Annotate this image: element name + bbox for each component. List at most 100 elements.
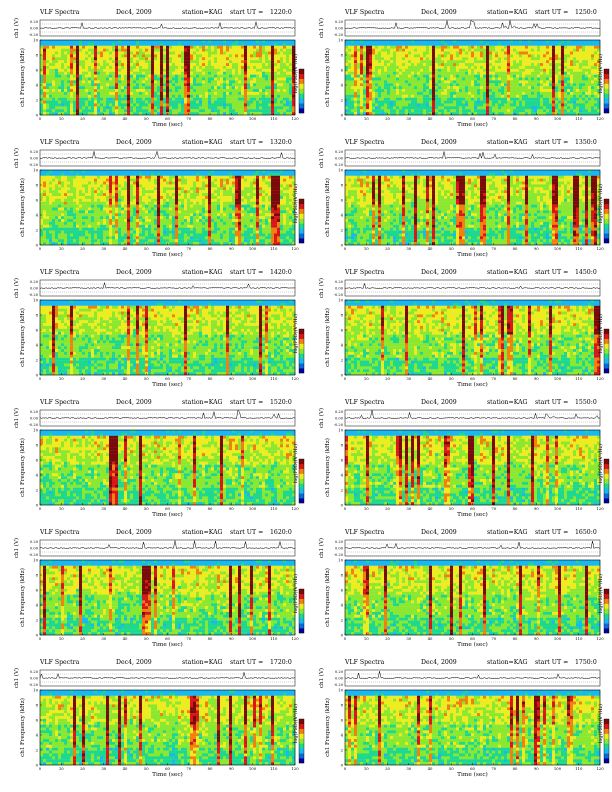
heatmap-cell: [223, 112, 227, 116]
heatmap-cell: [235, 51, 239, 55]
heatmap-cell: [438, 63, 442, 67]
heatmap-cell: [540, 42, 544, 46]
heatmap-cell: [154, 100, 158, 104]
heatmap-cell: [142, 40, 146, 44]
heatmap-cell: [79, 83, 83, 87]
heatmap-cell: [453, 112, 457, 116]
heatmap-cell: [438, 60, 442, 64]
heatmap-cell: [202, 57, 206, 61]
heatmap-cell: [55, 65, 59, 69]
heatmap-cell: [573, 100, 577, 104]
heatmap-cell: [178, 91, 182, 95]
heatmap-cell: [136, 65, 140, 69]
heatmap-cell: [262, 178, 266, 182]
heatmap-cell: [103, 54, 107, 58]
heatmap-cell: [208, 89, 212, 93]
heatmap-cell: [396, 109, 400, 113]
heatmap-cell: [166, 54, 170, 58]
heatmap-cell: [181, 80, 185, 84]
heatmap-cell: [561, 94, 565, 98]
heatmap-cell: [187, 45, 191, 49]
heatmap-cell: [456, 109, 460, 113]
heatmap-cell: [504, 100, 508, 104]
heatmap-cell: [513, 48, 517, 52]
heatmap-cell: [507, 112, 511, 116]
heatmap-cell: [154, 106, 158, 110]
heatmap-cell: [76, 181, 80, 185]
heatmap-cell: [283, 83, 287, 87]
heatmap-cell: [271, 45, 275, 49]
heatmap-cell: [570, 74, 574, 78]
heatmap-cell: [103, 89, 107, 93]
heatmap-cell: [241, 45, 245, 49]
heatmap-cell: [522, 63, 526, 67]
heatmap-cell: [450, 71, 454, 75]
heatmap-cell: [187, 89, 191, 93]
heatmap-cell: [100, 45, 104, 49]
heatmap-cell: [199, 175, 203, 179]
heatmap-cell: [67, 48, 71, 52]
heatmap-cell: [49, 106, 53, 110]
heatmap-cell: [435, 60, 439, 64]
heatmap-cell: [378, 48, 382, 52]
heatmap-cell: [55, 42, 59, 46]
heatmap-cell: [121, 172, 125, 176]
heatmap-cell: [208, 54, 212, 58]
heatmap-cell: [133, 106, 137, 110]
heatmap-cell: [543, 60, 547, 64]
heatmap-cell: [283, 175, 287, 179]
heatmap-cell: [151, 97, 155, 101]
heatmap-cell: [540, 91, 544, 95]
heatmap-cell: [262, 181, 266, 185]
heatmap-cell: [244, 42, 248, 46]
heatmap-cell: [49, 74, 53, 78]
heatmap-cell: [85, 181, 89, 185]
heatmap-cell: [244, 74, 248, 78]
heatmap-cell: [393, 57, 397, 61]
heatmap-cell: [223, 45, 227, 49]
heatmap-cell: [253, 57, 257, 61]
heatmap-cell: [238, 60, 242, 64]
heatmap-cell: [109, 40, 113, 44]
heatmap-cell: [351, 51, 355, 55]
heatmap-cell: [250, 175, 254, 179]
heatmap-cell: [112, 178, 116, 182]
heatmap-cell: [555, 42, 559, 46]
heatmap-cell: [274, 91, 278, 95]
heatmap-cell: [286, 65, 290, 69]
heatmap-cell: [61, 100, 65, 104]
heatmap-cell: [178, 74, 182, 78]
heatmap-cell: [444, 48, 448, 52]
heatmap-cell: [49, 68, 53, 72]
heatmap-cell: [591, 86, 595, 90]
heatmap-cell: [112, 42, 116, 46]
heatmap-cell: [441, 89, 445, 93]
heatmap-cell: [477, 100, 481, 104]
heatmap-cell: [525, 77, 529, 81]
heatmap-cell: [495, 65, 499, 69]
heatmap-cell: [363, 80, 367, 84]
heatmap-cell: [390, 68, 394, 72]
heatmap-cell: [522, 86, 526, 90]
heatmap-cell: [420, 74, 424, 78]
heatmap-cell: [441, 77, 445, 81]
heatmap-cell: [268, 77, 272, 81]
heatmap-cell: [133, 51, 137, 55]
heatmap-cell: [480, 89, 484, 93]
heatmap-cell: [169, 86, 173, 90]
heatmap-cell: [136, 83, 140, 87]
heatmap-cell: [88, 178, 92, 182]
heatmap-cell: [124, 63, 128, 67]
heatmap-cell: [82, 48, 86, 52]
heatmap-cell: [546, 45, 550, 49]
heatmap-cell: [465, 68, 469, 72]
heatmap-cell: [564, 65, 568, 69]
heatmap-cell: [196, 54, 200, 58]
heatmap-cell: [546, 100, 550, 104]
heatmap-cell: [450, 94, 454, 98]
heatmap-cell: [405, 54, 409, 58]
heatmap-cell: [507, 109, 511, 113]
colorbar-swatch: [604, 98, 609, 104]
heatmap-cell: [564, 42, 568, 46]
heatmap-cell: [534, 94, 538, 98]
